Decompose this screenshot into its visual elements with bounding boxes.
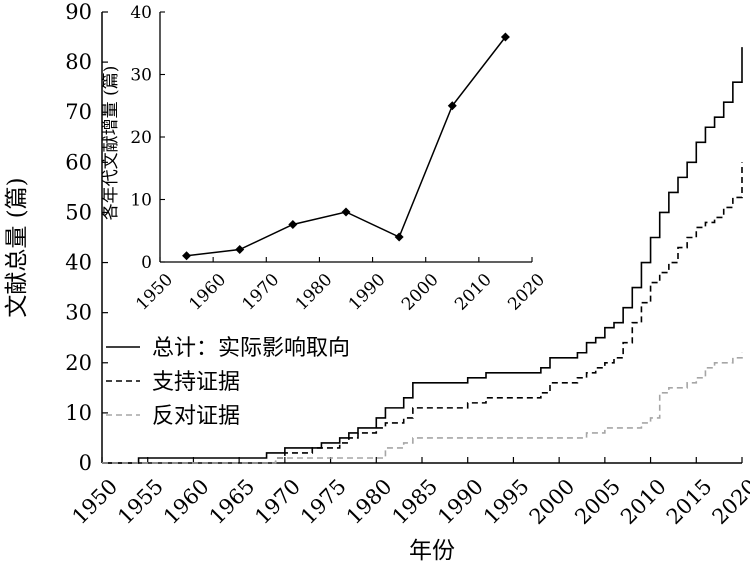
main-x-tick-label: 1980 <box>342 474 397 529</box>
inset-point-marker <box>447 101 457 111</box>
inset-point-marker <box>500 32 510 42</box>
main-y-tick-label: 50 <box>65 200 92 224</box>
main-x-tick-label: 1955 <box>113 474 168 529</box>
main-x-tick-label: 1975 <box>296 474 351 529</box>
inset-y-axis-title: 各年代文献增量 (篇) <box>101 66 121 221</box>
inset-x-tick-label: 2000 <box>398 270 443 315</box>
main-x-tick-label: 2005 <box>570 474 625 529</box>
inset-y-tick-label: 0 <box>141 253 152 273</box>
inset-x-tick-label: 1970 <box>239 270 284 315</box>
main-x-axis-title: 年份 <box>409 538 455 564</box>
main-x-tick-label: 1960 <box>159 474 214 529</box>
inset-x-tick-label: 1950 <box>132 270 177 315</box>
inset-x-tick-label: 2010 <box>451 270 496 315</box>
main-y-tick-label: 10 <box>65 401 92 425</box>
inset-x-tick-label: 1960 <box>185 270 230 315</box>
inset-point-marker <box>288 220 298 229</box>
inset-x-tick-label: 1980 <box>292 270 337 315</box>
inset-point-marker <box>394 232 404 242</box>
main-series-2-line <box>102 162 743 464</box>
main-y-tick-label: 60 <box>65 150 92 174</box>
main-x-tick-label: 2000 <box>525 474 580 529</box>
inset-x-tick-label: 1990 <box>345 270 390 315</box>
main-y-axis-title: 文献总量 (篇) <box>4 177 30 317</box>
main-y-tick-label: 0 <box>79 451 92 475</box>
inset-point-marker <box>341 207 351 217</box>
legend-label-2: 支持证据 <box>152 370 240 395</box>
legend-label-1: 总计：实际影响取向 <box>152 336 350 361</box>
inset-y-tick-label: 40 <box>130 3 152 23</box>
inset-point-marker <box>182 251 192 261</box>
inset-y-tick-label: 30 <box>130 66 152 86</box>
main-series-3-line <box>102 352 743 464</box>
main-x-tick-label: 1965 <box>205 474 260 529</box>
main-x-tick-label: 2020 <box>708 474 750 529</box>
main-x-tick-label: 1995 <box>479 474 534 529</box>
legend-label-3: 反对证据 <box>152 404 240 429</box>
main-y-tick-label: 90 <box>65 0 92 24</box>
main-y-tick-label: 30 <box>65 301 92 325</box>
main-x-tick-label: 2015 <box>662 474 717 529</box>
inset-y-tick-label: 10 <box>130 191 152 211</box>
main-y-tick-label: 70 <box>65 100 92 124</box>
inset-y-tick-label: 20 <box>130 128 152 148</box>
main-y-tick-label: 20 <box>65 351 92 375</box>
main-x-tick-label: 1985 <box>388 474 443 529</box>
inset-x-tick-label: 2020 <box>504 270 549 315</box>
main-x-tick-label: 1990 <box>433 474 488 529</box>
main-x-tick-label: 2010 <box>616 474 671 529</box>
inset-point-marker <box>235 245 245 254</box>
main-series-1-line <box>102 47 743 464</box>
main-x-tick-label: 1970 <box>250 474 305 529</box>
main-y-tick-label: 80 <box>65 50 92 74</box>
main-x-tick-label: 1950 <box>68 474 123 529</box>
inset-series-line <box>186 36 507 257</box>
main-y-tick-label: 40 <box>65 251 92 275</box>
